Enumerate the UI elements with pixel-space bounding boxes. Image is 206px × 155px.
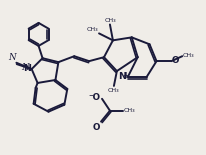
Text: CH₃: CH₃: [108, 88, 119, 93]
Text: CH₃: CH₃: [104, 18, 115, 23]
Text: N: N: [22, 63, 29, 72]
Text: ⁻O: ⁻O: [88, 93, 101, 102]
Text: CH₃: CH₃: [182, 53, 194, 58]
Text: CH₃: CH₃: [86, 27, 98, 32]
Text: O: O: [92, 123, 99, 132]
Text: +: +: [122, 71, 128, 80]
Text: N: N: [22, 64, 30, 73]
Text: CH₃: CH₃: [123, 108, 135, 113]
Text: N: N: [8, 53, 16, 62]
Text: O: O: [171, 56, 178, 65]
Text: N: N: [117, 72, 125, 81]
